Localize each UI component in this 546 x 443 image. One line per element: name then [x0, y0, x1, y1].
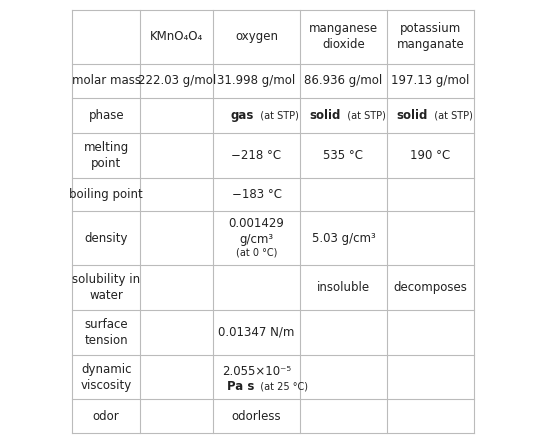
- Text: 0.001429
g/cm³: 0.001429 g/cm³: [229, 218, 284, 246]
- Text: gas: gas: [231, 109, 254, 122]
- Text: (at STP): (at STP): [341, 110, 386, 120]
- Text: insoluble: insoluble: [317, 281, 370, 294]
- Text: 31.998 g/mol: 31.998 g/mol: [217, 74, 296, 87]
- Text: manganese
dioxide: manganese dioxide: [309, 22, 378, 51]
- Text: 190 °C: 190 °C: [410, 149, 450, 162]
- Text: (at STP): (at STP): [428, 110, 473, 120]
- Text: boiling point: boiling point: [69, 188, 143, 201]
- Text: 222.03 g/mol: 222.03 g/mol: [138, 74, 216, 87]
- Text: melting
point: melting point: [84, 141, 129, 170]
- Text: molar mass: molar mass: [72, 74, 141, 87]
- Text: (at 0 °C): (at 0 °C): [236, 247, 277, 257]
- Text: (at STP): (at STP): [254, 110, 299, 120]
- Text: 2.055×10⁻⁵: 2.055×10⁻⁵: [222, 365, 291, 378]
- Text: solid: solid: [310, 109, 341, 122]
- Text: potassium
manganate: potassium manganate: [396, 22, 464, 51]
- Text: decomposes: decomposes: [394, 281, 467, 294]
- Text: −183 °C: −183 °C: [232, 188, 282, 201]
- Text: 0.01347 N/m: 0.01347 N/m: [218, 326, 295, 339]
- Text: (at 25 °C): (at 25 °C): [254, 382, 308, 392]
- Text: 197.13 g/mol: 197.13 g/mol: [391, 74, 470, 87]
- Text: 86.936 g/mol: 86.936 g/mol: [304, 74, 383, 87]
- Text: odorless: odorless: [232, 410, 281, 423]
- Text: solid: solid: [397, 109, 428, 122]
- Text: 535 °C: 535 °C: [323, 149, 364, 162]
- Text: Pa s: Pa s: [227, 380, 254, 393]
- Text: −218 °C: −218 °C: [232, 149, 282, 162]
- Text: density: density: [85, 232, 128, 245]
- Text: phase: phase: [88, 109, 124, 122]
- Text: solubility in
water: solubility in water: [72, 273, 140, 302]
- Text: oxygen: oxygen: [235, 30, 278, 43]
- Text: 5.03 g/cm³: 5.03 g/cm³: [312, 232, 375, 245]
- Text: KMnO₄O₄: KMnO₄O₄: [150, 30, 203, 43]
- Text: dynamic
viscosity: dynamic viscosity: [81, 362, 132, 392]
- Text: odor: odor: [93, 410, 120, 423]
- Text: surface
tension: surface tension: [85, 318, 128, 347]
